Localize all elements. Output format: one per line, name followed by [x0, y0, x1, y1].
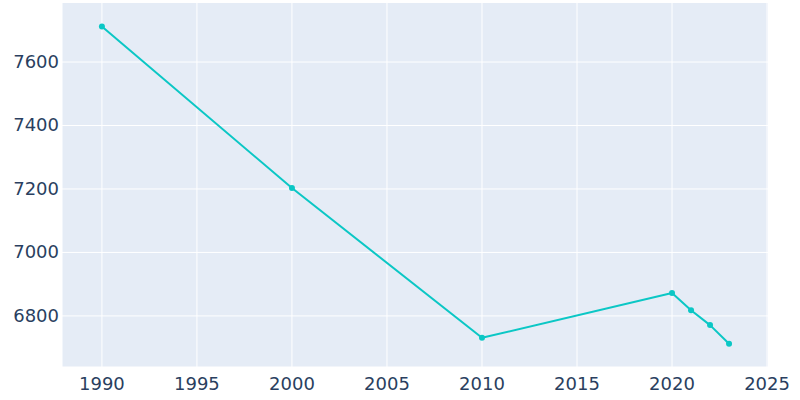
- y-tick-label: 7600: [13, 51, 59, 72]
- plot-background: [62, 3, 768, 367]
- y-axis-line: [62, 3, 63, 367]
- marker: [99, 23, 105, 29]
- y-tick-label: 7200: [13, 178, 59, 199]
- x-axis-line: [62, 367, 768, 368]
- marker: [688, 307, 694, 313]
- x-grid-line: [386, 3, 387, 367]
- x-tick-label: 1990: [79, 373, 125, 394]
- x-grid-line: [767, 3, 768, 367]
- y-tick-label: 6800: [13, 305, 59, 326]
- x-grid-line: [291, 3, 292, 367]
- chart: 1990 1995 2000 2005 2010 2015 2020 2025 6800 7000…: [0, 0, 800, 400]
- x-grid-line: [672, 3, 673, 367]
- y-tick-label: 7400: [13, 114, 59, 135]
- x-grid-line: [196, 3, 197, 367]
- line: [102, 26, 729, 343]
- x-tick-label: 2025: [744, 373, 790, 394]
- marker: [289, 185, 295, 191]
- y-grid-line: [62, 315, 768, 316]
- x-tick-label: 2020: [649, 373, 695, 394]
- chart-container: 1990 1995 2000 2005 2010 2015 2020 2025 6800 7000…: [0, 0, 800, 400]
- y-tick-label: 7000: [13, 241, 59, 262]
- y-grid-line: [62, 252, 768, 253]
- x-tick-label: 2015: [554, 373, 600, 394]
- y-grid-line: [62, 62, 768, 63]
- x-tick-label: 2010: [459, 373, 505, 394]
- grid: [62, 3, 768, 367]
- x-tick-label: 2000: [269, 373, 315, 394]
- x-grid-line: [101, 3, 102, 367]
- x-grid-line: [577, 3, 578, 367]
- marker: [707, 322, 713, 328]
- x-tick-label: 1995: [174, 373, 220, 394]
- y-grid-line: [62, 125, 768, 126]
- data-layer: [99, 23, 732, 346]
- marker: [669, 290, 675, 296]
- marker: [479, 335, 485, 341]
- y-grid-line: [62, 188, 768, 189]
- x-tick-label: 2005: [364, 373, 410, 394]
- x-grid-line: [481, 3, 482, 367]
- marker: [726, 341, 732, 347]
